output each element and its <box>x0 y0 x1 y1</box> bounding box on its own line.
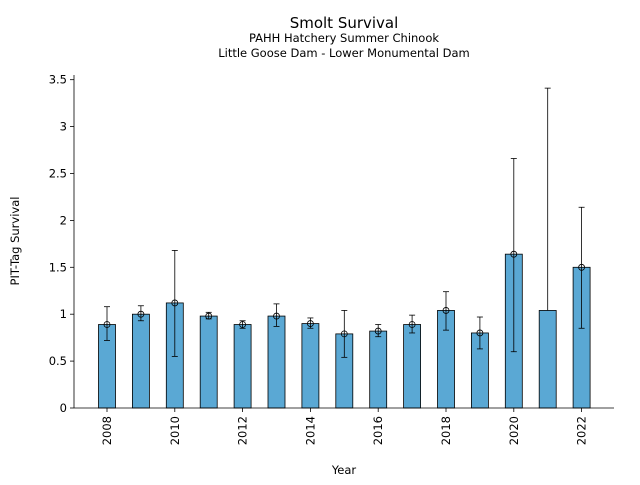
point-marker-2009 <box>137 310 145 318</box>
y-tick-label: 1 <box>60 307 67 321</box>
bar-2016 <box>369 330 388 409</box>
x-tick-label: 2018 <box>439 416 453 445</box>
x-tick-label: 2022 <box>575 416 589 445</box>
x-tick-label: 2010 <box>168 416 182 445</box>
bar-2021 <box>538 310 557 409</box>
bar-2009 <box>131 313 150 409</box>
point-marker-2012 <box>239 321 247 328</box>
point-marker-2008 <box>103 321 111 328</box>
point-marker-2019 <box>476 329 484 337</box>
x-tick-label: 2012 <box>236 416 250 445</box>
point-marker-2020 <box>510 250 518 258</box>
point-marker-2011 <box>205 312 213 320</box>
y-tick-label: 1.5 <box>49 260 67 274</box>
bar-2014 <box>301 323 320 409</box>
point-marker-2010 <box>171 299 179 307</box>
point-marker-2022 <box>578 263 585 271</box>
x-axis-label: Year <box>331 463 357 477</box>
chart-subtitle-line-2: Little Goose Dam - Lower Monumental Dam <box>218 46 470 60</box>
chart-title: Smolt Survival <box>290 14 399 32</box>
y-tick-label: 0.5 <box>49 354 67 368</box>
point-marker-2015 <box>340 330 348 338</box>
x-tick-label: 2014 <box>303 416 317 445</box>
point-marker-2017 <box>408 321 416 328</box>
x-tick-label: 2020 <box>507 416 521 445</box>
y-tick-label: 3 <box>60 120 67 134</box>
point-marker-2013 <box>273 312 280 320</box>
point-marker-2014 <box>306 320 314 327</box>
bar-2017 <box>403 324 422 409</box>
x-tick-label: 2016 <box>371 416 385 445</box>
y-tick-label: 0 <box>60 401 67 415</box>
y-tick-label: 2 <box>60 213 67 227</box>
bar-2012 <box>233 324 252 409</box>
plot-area <box>98 87 591 409</box>
y-tick-label: 2.5 <box>49 166 67 180</box>
chart-subtitle-line-1: PAHH Hatchery Summer Chinook <box>249 31 439 45</box>
point-marker-2016 <box>374 327 382 335</box>
x-tick-label: 2008 <box>100 416 114 445</box>
bar-2013 <box>267 315 286 409</box>
point-marker-2018 <box>442 307 450 314</box>
y-tick-label: 3.5 <box>49 73 67 87</box>
y-axis-label: PIT-Tag Survival <box>8 197 22 286</box>
bar-2011 <box>199 315 218 409</box>
